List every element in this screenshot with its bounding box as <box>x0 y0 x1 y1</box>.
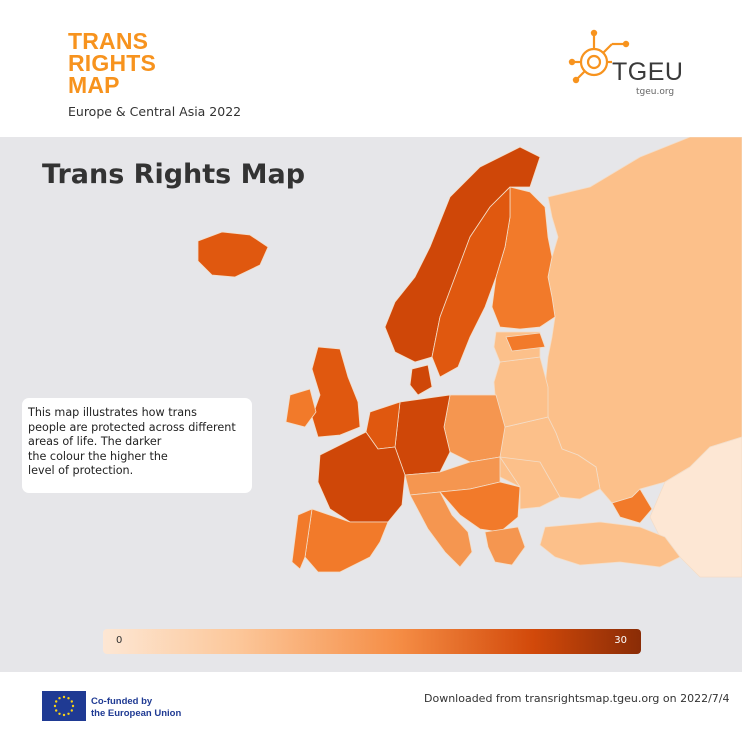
region-spain[interactable] <box>304 508 389 573</box>
region-france[interactable] <box>317 431 406 523</box>
region-denmark[interactable] <box>409 364 433 396</box>
footer: Co-funded by the European Union Download… <box>0 672 742 742</box>
eu-cofunded-text: Co-funded by the European Union <box>91 696 181 720</box>
brand-title-line: RIGHTS <box>68 50 157 76</box>
region-caucasus[interactable] <box>611 488 653 524</box>
eu-flag-icon <box>42 691 86 721</box>
info-line: people are protected across different <box>28 420 236 434</box>
eu-text-line: Co-funded by <box>91 696 153 707</box>
region-estonia[interactable] <box>505 332 546 352</box>
info-line: level of protection. <box>28 464 134 478</box>
info-line: This map illustrates how trans <box>28 406 197 419</box>
europe-map[interactable] <box>0 137 742 672</box>
region-central-asia[interactable] <box>649 436 742 578</box>
legend-max-label: 30 <box>614 635 627 646</box>
brand-subtitle: Europe & Central Asia 2022 <box>68 104 242 119</box>
tgeu-logo-icon <box>568 29 630 84</box>
region-uk[interactable] <box>311 346 361 438</box>
region-belarus[interactable] <box>493 356 549 428</box>
info-box: This map illustrates how trans people ar… <box>22 398 252 493</box>
brand-title-line: TRANS <box>68 28 149 54</box>
region-portugal[interactable] <box>291 508 313 570</box>
region-greece[interactable] <box>484 526 526 566</box>
map-heading: Trans Rights Map <box>42 159 306 190</box>
region-romania[interactable] <box>499 456 561 510</box>
legend-scale: 0 30 <box>103 629 641 654</box>
legend-min-label: 0 <box>116 635 123 646</box>
region-italy[interactable] <box>409 491 473 568</box>
region-iceland[interactable] <box>197 231 269 278</box>
region-sweden[interactable] <box>431 186 511 378</box>
brand-title-line: MAP <box>68 72 120 98</box>
logo-url: tgeu.org <box>636 87 675 97</box>
info-line: the colour the higher the <box>28 449 168 463</box>
download-note: Downloaded from transrightsmap.tgeu.org … <box>424 692 730 705</box>
eu-text-line: the European Union <box>91 708 182 719</box>
region-germany[interactable] <box>394 394 451 476</box>
logo-wordmark: TGEU <box>612 58 684 86</box>
brand-title: TRANS RIGHTS MAP <box>68 28 208 98</box>
info-line: areas of life. The darker <box>28 435 162 449</box>
region-ireland[interactable] <box>285 388 317 428</box>
region-turkey[interactable] <box>539 521 681 568</box>
header: TRANS RIGHTS MAP Europe & Central Asia 2… <box>0 0 742 137</box>
region-poland[interactable] <box>443 394 506 463</box>
map-panel[interactable]: Trans Rights Map This map illustrates ho… <box>0 137 742 672</box>
region-balkans[interactable] <box>439 481 521 533</box>
